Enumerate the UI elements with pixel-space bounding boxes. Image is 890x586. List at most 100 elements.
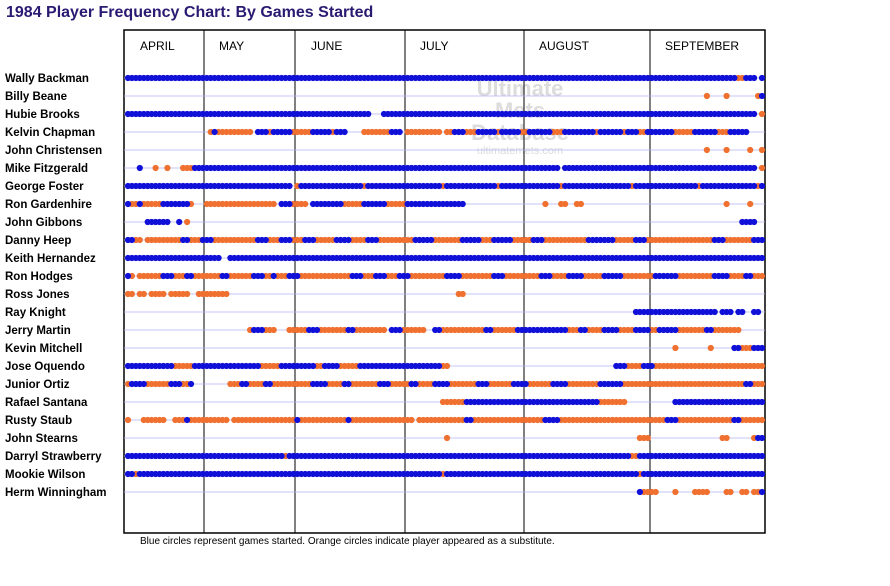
started-dot [286,200,293,208]
started-dot [412,380,419,388]
substitute-dot [743,488,750,496]
player-name: Jerry Martin [5,325,71,337]
substitute-dot [672,344,679,352]
substitute-dot [644,434,651,442]
started-dot [428,236,435,244]
started-dot [554,416,561,424]
started-dot [672,272,679,280]
substitute-dot [723,434,730,442]
started-dot [333,362,340,370]
substitute-dot [758,416,766,424]
substitute-dot [703,488,711,496]
started-dot [739,308,746,316]
started-dot [636,488,644,496]
substitute-dot [758,110,766,118]
started-dot [625,182,632,190]
started-dot [538,236,545,244]
substitute-dot [270,200,277,208]
started-dot [176,218,183,226]
started-dot [554,182,561,190]
started-dot [747,272,754,280]
substitute-dot [152,164,159,172]
started-dot [483,380,490,388]
started-dot [365,110,372,118]
substitute-dot [380,326,388,334]
substitute-dot [128,290,135,298]
player-name: Danny Heep [5,235,71,247]
started-dot [758,74,766,82]
started-dot [436,326,443,334]
player-name: John Gibbons [5,217,82,229]
started-dot [215,254,222,262]
started-dot [499,272,506,280]
substitute-dot [124,416,132,424]
substitute-dot [672,488,679,496]
started-dot [223,272,230,280]
started-dot [743,128,750,136]
substitute-dot [703,92,711,100]
substitute-dot [621,398,628,406]
month-label: SEPTEMBER [665,39,739,53]
started-dot [243,380,250,388]
chart-caption: Blue circles represent games started. Or… [140,536,555,547]
started-dot [357,272,364,280]
started-dot [758,434,766,442]
substitute-dot [184,290,191,298]
month-label: AUGUST [539,39,590,53]
started-dot [455,272,462,280]
started-dot [211,128,218,136]
player-name: Mookie Wilson [5,469,85,481]
substitute-dot [747,146,754,154]
started-dot [325,128,332,136]
substitute-dot [652,488,659,496]
started-dot [345,416,352,424]
player-name: Jose Oquendo [5,361,85,373]
started-dot [719,236,726,244]
substitute-dot [758,164,766,172]
player-name: Ron Hodges [5,271,73,283]
started-dot [648,362,655,370]
started-dot [692,182,699,190]
started-dot [128,236,135,244]
started-dot [758,398,766,406]
started-dot [258,272,265,280]
started-dot [735,416,742,424]
started-dot [176,380,183,388]
player-name: Ross Jones [5,289,70,301]
started-dot [207,236,214,244]
started-dot [443,380,451,388]
started-dot [310,362,317,370]
started-dot [321,380,328,388]
started-dot [546,272,553,280]
player-name: George Foster [5,181,84,193]
started-dot [184,416,191,424]
player-name: Kelvin Chapman [5,127,95,139]
started-dot [554,164,561,172]
month-label: JULY [420,39,448,53]
started-dot [258,326,265,334]
substitute-dot [747,200,754,208]
started-dot [758,254,766,262]
substitute-dot [136,236,143,244]
started-dot [436,182,443,190]
started-dot [735,344,742,352]
player-name: Rafael Santana [5,397,88,409]
started-dot [313,326,321,334]
started-dot [341,128,348,136]
player-name: Herm Winningham [5,487,106,499]
player-name: John Christensen [5,145,102,157]
started-dot [337,200,344,208]
substitute-dot [247,128,254,136]
substitute-dot [723,146,730,154]
started-dot [751,74,758,82]
started-dot [707,326,714,334]
started-dot [514,128,522,136]
player-name: Mike Fitzgerald [5,163,88,175]
chart-title: 1984 Player Frequency Chart: By Games St… [6,4,374,21]
substitute-dot [184,218,191,226]
substitute-dot [723,200,730,208]
started-dot [625,452,632,460]
started-dot [384,380,391,388]
started-dot [640,236,648,244]
